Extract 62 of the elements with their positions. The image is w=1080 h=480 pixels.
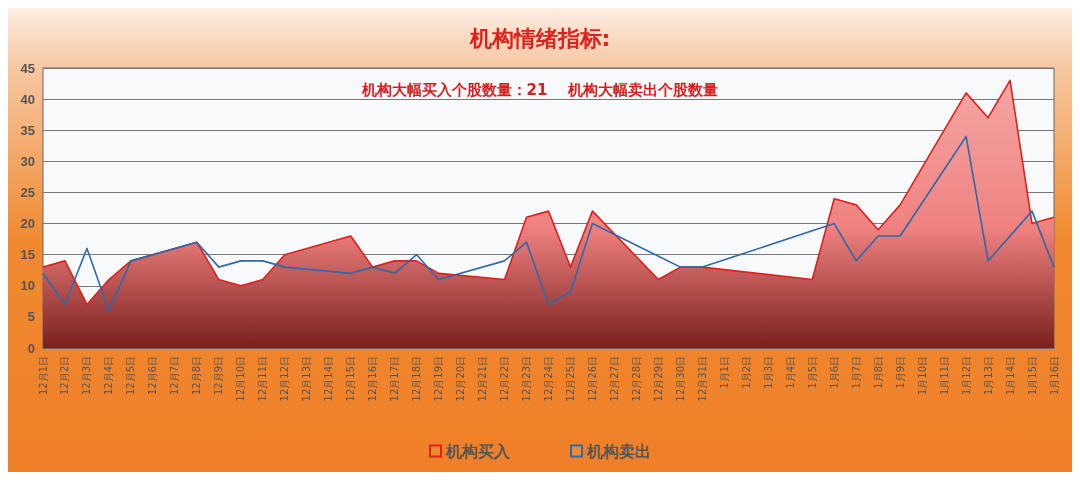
- x-tick-label: 12月7日: [169, 356, 181, 396]
- x-tick-label: 12月15日: [345, 356, 357, 402]
- x-tick-label: 12月23日: [521, 356, 533, 402]
- chart-title: 机构情绪指标:: [468, 25, 611, 51]
- x-tick-label: 12月27日: [608, 356, 620, 402]
- x-tick-label: 12月10日: [235, 356, 247, 402]
- x-tick-label: 12月21日: [477, 356, 489, 402]
- x-tick-label: 12月12日: [279, 356, 291, 402]
- x-tick-label: 12月29日: [652, 356, 664, 402]
- x-tick-label: 1月15日: [1026, 356, 1038, 396]
- x-tick-label: 1月8日: [872, 356, 884, 389]
- y-tick-label: 5: [27, 309, 35, 325]
- x-tick-label: 12月5日: [125, 356, 137, 396]
- text: 机构大幅买入个股数量：21 机构大幅卖出个股数量: [361, 80, 719, 99]
- x-tick-label: 1月9日: [894, 356, 906, 389]
- x-tick-label: 12月3日: [81, 356, 93, 396]
- x-tick-label: 12月1日: [37, 356, 49, 396]
- x-tick-label: 12月26日: [586, 356, 598, 402]
- x-tick-label: 12月28日: [630, 356, 642, 402]
- x-tick-label: 1月12日: [960, 356, 972, 396]
- line-series: [42, 135, 1055, 312]
- x-tick-label: 1月1日: [718, 356, 730, 389]
- y-tick-label: 10: [20, 278, 35, 294]
- x-tick-label: 12月20日: [455, 356, 467, 402]
- x-tick-label: 12月14日: [323, 356, 335, 402]
- x-tick-label: 12月6日: [147, 356, 159, 396]
- legend-label: 机构买入: [445, 441, 511, 461]
- x-tick-label: 1月7日: [850, 356, 862, 389]
- y-tick-label: 15: [20, 247, 35, 263]
- legend-label: 机构卖出: [586, 441, 651, 461]
- x-tick-label: 12月17日: [389, 356, 401, 402]
- x-tick-label: 1月4日: [784, 356, 796, 389]
- x-tick-label: 12月9日: [213, 356, 225, 396]
- y-tick-label: 40: [20, 91, 35, 107]
- x-tick-label: 1月5日: [806, 356, 818, 389]
- x-tick-label: 12月13日: [301, 356, 313, 402]
- x-tick-label: 12月8日: [191, 356, 203, 396]
- x-tick-label: 12月25日: [564, 356, 576, 402]
- x-tick-label: 12月19日: [433, 356, 445, 402]
- x-tick-label: 1月16日: [1048, 356, 1060, 396]
- y-tick-label: 0: [27, 340, 35, 356]
- y-tick-label: 30: [20, 153, 35, 169]
- x-tick-label: 1月11日: [938, 356, 950, 396]
- y-tick-label: 45: [20, 60, 35, 76]
- y-tick-label: 25: [20, 184, 35, 200]
- x-tick-label: 1月14日: [1004, 356, 1016, 396]
- x-tick-label: 1月13日: [982, 356, 994, 396]
- x-tick-label: 1月6日: [828, 356, 840, 389]
- x-tick-label: 12月16日: [367, 356, 379, 402]
- x-tick-label: 1月10日: [916, 356, 928, 396]
- y-tick-label: 35: [20, 122, 35, 138]
- x-tick-label: 12月22日: [499, 356, 511, 402]
- x-tick-label: 12月30日: [674, 356, 686, 402]
- x-tick-label: 12月11日: [257, 356, 269, 402]
- x-tick-label: 12月2日: [59, 356, 71, 396]
- x-tick-label: 12月18日: [411, 356, 423, 402]
- x-tick-label: 1月3日: [762, 356, 774, 389]
- x-tick-label: 12月4日: [103, 356, 115, 396]
- x-tick-label: 12月31日: [696, 356, 708, 402]
- y-tick-label: 20: [20, 216, 35, 232]
- x-tick-label: 1月2日: [740, 356, 752, 389]
- x-tick-label: 12月24日: [543, 356, 554, 402]
